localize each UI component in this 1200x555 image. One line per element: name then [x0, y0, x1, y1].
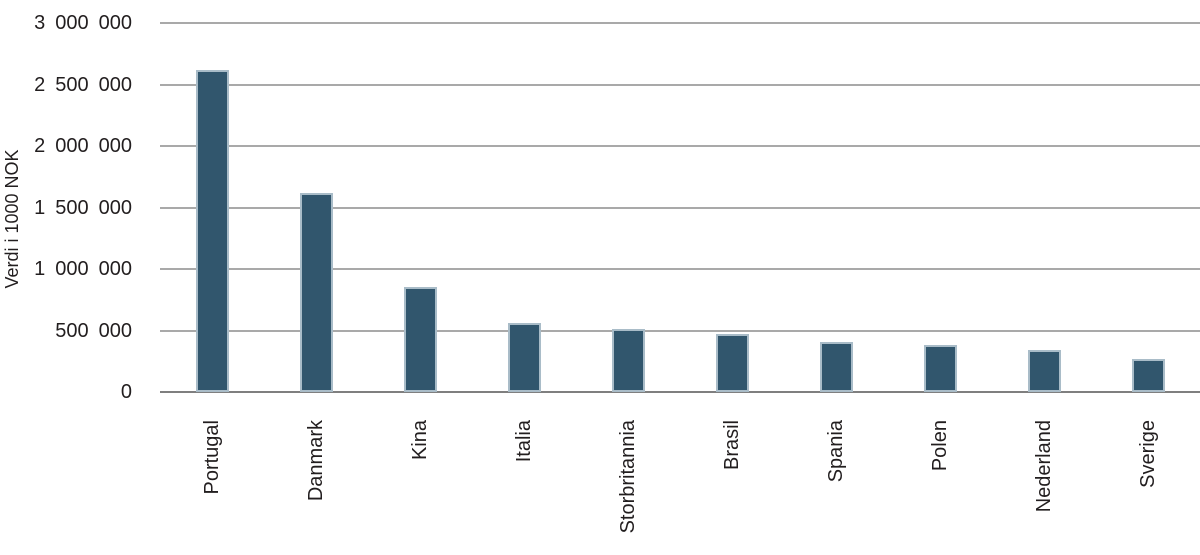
x-axis-label-polen: Polen	[929, 420, 951, 472]
y-axis-tick-label: 1 500 000	[34, 196, 132, 219]
bar-portugal	[195, 70, 229, 392]
bar-kina	[403, 287, 437, 392]
x-axis-label-storbritannia: Storbritannia	[617, 420, 639, 534]
bar-nederland	[1027, 350, 1061, 392]
y-axis-tick-label: 1 000 000	[34, 258, 132, 280]
gridline	[160, 83, 1200, 86]
bar-polen	[923, 345, 957, 392]
y-axis-tick-label: 500 000	[55, 319, 132, 342]
y-axis-tick-label: 0	[120, 381, 132, 403]
gridline	[160, 268, 1200, 270]
x-axis-label-brasil: Brasil	[721, 420, 743, 471]
bar-italia	[507, 323, 541, 392]
bar-danmark	[299, 193, 333, 392]
y-axis-tick-label: 2 500 000	[34, 73, 132, 96]
bar-sverige	[1131, 359, 1165, 392]
gridline	[160, 329, 1200, 332]
gridline	[160, 206, 1200, 209]
y-axis-tick-label: 2 000 000	[34, 135, 132, 157]
x-axis-baseline	[160, 391, 1200, 393]
x-axis-label-portugal: Portugal	[201, 420, 223, 495]
bar-spania	[819, 342, 853, 392]
x-axis-label-nederland: Nederland	[1033, 420, 1055, 513]
x-axis-label-kina: Kina	[409, 420, 431, 461]
plot-area	[160, 22, 1200, 393]
x-axis-label-spania: Spania	[825, 420, 847, 483]
x-axis-label-danmark: Danmark	[305, 420, 327, 502]
bar-brasil	[715, 334, 749, 392]
x-axis-label-sverige: Sverige	[1137, 420, 1159, 488]
gridline	[160, 145, 1200, 147]
bar-storbritannia	[611, 329, 645, 392]
y-axis-tick-label: 3 000 000	[34, 12, 132, 34]
gridline	[160, 22, 1200, 24]
x-axis-label-italia: Italia	[513, 420, 535, 463]
